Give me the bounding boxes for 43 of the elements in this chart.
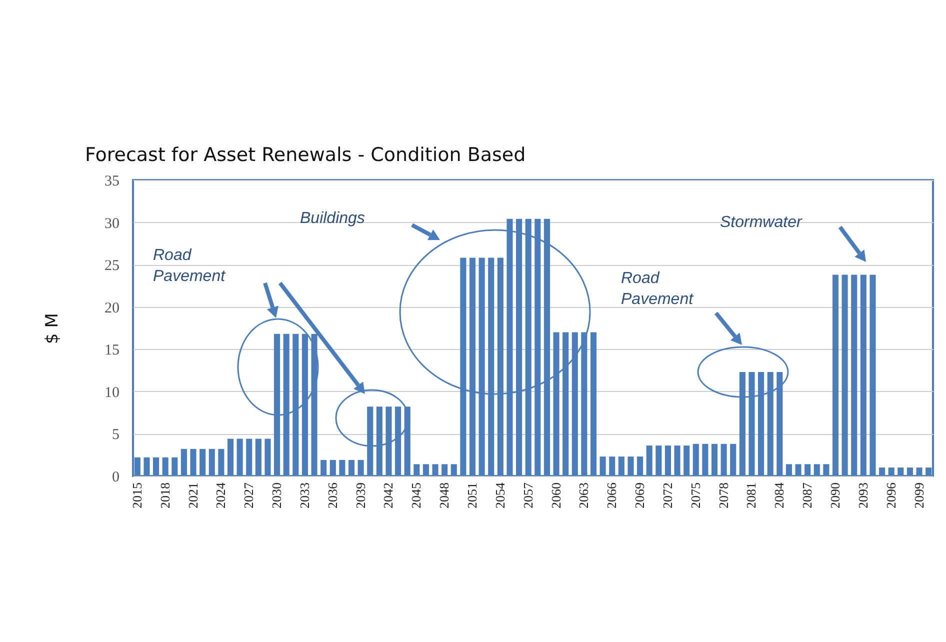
x-tick-label: 2084 <box>772 482 787 508</box>
x-tick-label: 2054 <box>492 482 508 508</box>
annotation: Buildings <box>300 210 365 227</box>
x-tick-label: 2099 <box>911 482 926 508</box>
y-tick-label: 5 <box>112 427 120 444</box>
x-tick-label: 2018 <box>157 482 172 508</box>
x-tick-label: 2096 <box>883 482 898 508</box>
annotation: Road Pavement <box>621 270 694 308</box>
x-tick-label: 2024 <box>213 482 228 508</box>
x-tick-label: 2066 <box>604 482 620 508</box>
x-tick-label: 2063 <box>576 482 592 508</box>
x-tick-label: 2081 <box>744 482 759 508</box>
y-tick-label: 30 <box>104 216 120 232</box>
y-tick-label: 25 <box>104 258 120 274</box>
x-tick-label: 2039 <box>352 482 368 508</box>
x-tick-label: 2075 <box>688 482 703 508</box>
x-tick-label: 2033 <box>296 482 312 508</box>
x-tick-label: 2093 <box>855 482 870 508</box>
x-tick-label: 2030 <box>269 482 284 508</box>
annotation: Stormwater <box>720 214 802 231</box>
x-tick-label: 2045 <box>408 482 424 508</box>
annotation: Road Pavement <box>153 247 226 285</box>
x-tick-label: 2069 <box>632 482 648 508</box>
y-axis-title: $ M <box>42 313 62 344</box>
x-tick-label: 2090 <box>828 482 842 508</box>
y-tick-label: 10 <box>104 384 120 401</box>
x-tick-label: 2027 <box>241 482 256 508</box>
x-tick-label: 2036 <box>324 482 340 508</box>
x-tick-label: 2087 <box>800 482 815 508</box>
x-tick-label: 2060 <box>548 482 564 508</box>
x-tick-label: 2057 <box>520 482 536 508</box>
x-tick-label: 2042 <box>380 482 396 508</box>
chart-title: Forecast for Asset Renewals - Condition Based <box>85 144 526 166</box>
x-tick-label: 2078 <box>716 482 731 508</box>
y-tick-label: 35 <box>104 174 120 190</box>
x-tick-label: 2015 <box>129 482 144 508</box>
x-tick-label: 2021 <box>185 482 200 508</box>
x-tick-label: 2051 <box>464 482 480 508</box>
x-tick-label: 2048 <box>436 482 452 508</box>
x-tick-label: 2072 <box>660 482 675 508</box>
y-tick-label: 15 <box>104 342 120 359</box>
y-tick-label: 0 <box>112 470 120 486</box>
y-tick-label: 20 <box>104 300 120 316</box>
